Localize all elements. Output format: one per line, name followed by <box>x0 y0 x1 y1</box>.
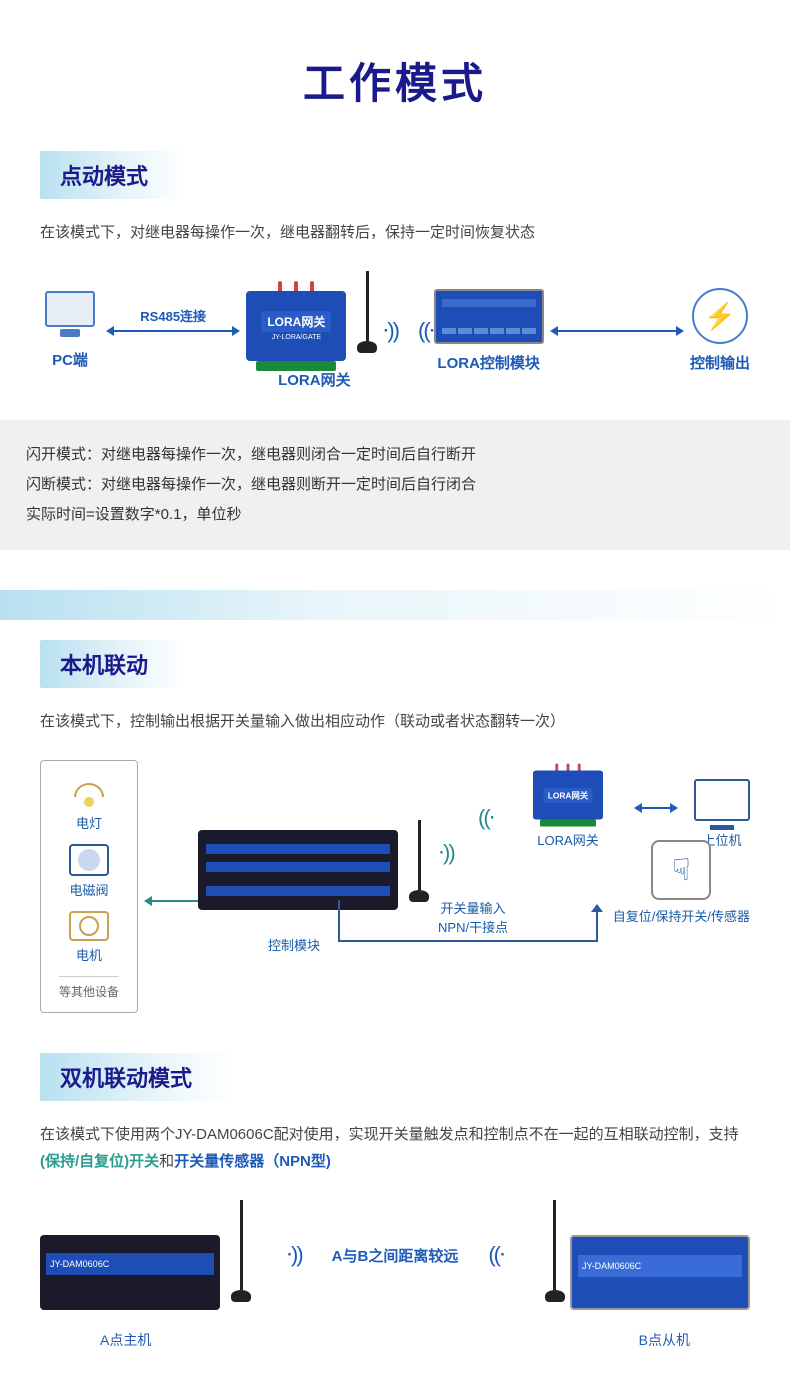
desc-mid: 和 <box>159 1153 174 1170</box>
page-container: 工作模式 点动模式 在该模式下，对继电器每操作一次，继电器翻转后，保持一定时间恢… <box>0 0 790 1380</box>
distance-label: A与B之间距离较远 <box>332 1245 459 1266</box>
control-module-label: LORA控制模块 <box>437 352 540 373</box>
section-jog-mode: 点动模式 在该模式下，对继电器每操作一次，继电器翻转后，保持一定时间恢复状态 P… <box>40 151 750 550</box>
page-title: 工作模式 <box>40 50 750 111</box>
node-gateway: LORA网关 JY-LORA/GATE LORA网关 <box>246 271 382 390</box>
section3-description: 在该模式下使用两个JY-DAM0606C配对使用，实现开关量触发点和控制点不在一… <box>40 1121 750 1175</box>
big-control-module-icon <box>198 830 398 910</box>
control-module-label2: 控制模块 <box>268 935 320 954</box>
info-line3: 实际时间=设置数字*0.1，单位秒 <box>26 500 764 530</box>
arrow-host <box>636 807 676 809</box>
control-module-icon <box>434 289 544 344</box>
diagram-jog-mode: PC端 RS485连接 LORA网关 JY-LORA/GATE LORA网关 <box>40 271 750 390</box>
arrow-output <box>552 330 682 332</box>
rs485-label: RS485连接 <box>140 306 206 325</box>
section2-description: 在该模式下，控制输出根据开关量输入做出相应动作（联动或者状态翻转一次） <box>40 708 750 735</box>
device-motor: 电机 <box>69 911 109 964</box>
section-local-linkage: 本机联动 在该模式下，控制输出根据开关量输入做出相应动作（联动或者状态翻转一次）… <box>40 640 750 1013</box>
wireless-icon: ((⋅ <box>478 805 494 831</box>
wireless-icon: ((⋅ <box>418 318 434 344</box>
valve-label: 电磁阀 <box>69 880 108 899</box>
gateway-box-text: LORA网关 <box>261 311 331 332</box>
npn-label: NPN/干接点 <box>438 917 508 936</box>
section1-description: 在该模式下，对继电器每操作一次，继电器翻转后，保持一定时间恢复状态 <box>40 219 750 246</box>
info-box: 闪开模式：对继电器每操作一次，继电器则闭合一定时间后自行断开 闪断模式：对继电器… <box>0 420 790 550</box>
device-stack: 电灯 电磁阀 电机 等其他设备 <box>40 760 138 1013</box>
switch-sensor: ☟ 自复位/保持开关/传感器 <box>613 840 750 925</box>
arrow-up-icon <box>591 904 603 912</box>
section3-header: 双机联动模式 <box>40 1053 232 1101</box>
device-valve: 电磁阀 <box>69 844 109 899</box>
gateway-box-text2: LORA网关 <box>544 788 593 803</box>
info-line2: 闪断模式：对继电器每操作一次，继电器则断开一定时间后自行闭合 <box>26 470 764 500</box>
host-b-label: B点从机 <box>639 1330 690 1350</box>
wireless-icon: ⋅)) <box>382 318 398 344</box>
motor-label: 电机 <box>76 945 102 964</box>
connector-line <box>338 940 598 942</box>
antenna-icon <box>540 1200 570 1310</box>
node-pc: PC端 <box>40 291 100 370</box>
lamp-label: 电灯 <box>76 813 102 832</box>
antenna-icon <box>226 1200 256 1310</box>
diagram-dual-linkage: JY-DAM0606C ⋅)) A与B之间距离较远 ((⋅ JY-DAM0606… <box>40 1200 750 1310</box>
module-a-icon: JY-DAM0606C <box>40 1235 220 1310</box>
arrow-rs485: RS485连接 <box>108 330 238 332</box>
motor-icon <box>69 911 109 941</box>
connector-line <box>338 900 340 940</box>
node-output: ⚡ 控制输出 <box>690 288 750 373</box>
dual-labels: A点主机 B点从机 <box>40 1330 750 1350</box>
gateway-icon: LORA网关 JY-LORA/GATE <box>246 291 346 361</box>
pc-icon <box>40 291 100 341</box>
wireless-icon: ((⋅ <box>488 1242 504 1268</box>
section2-header: 本机联动 <box>40 640 188 688</box>
module-b-icon: JY-DAM0606C <box>570 1235 750 1310</box>
switch-input-label: 开关量输入 <box>438 898 508 917</box>
desc-pre: 在该模式下使用两个JY-DAM0606C配对使用，实现开关量触发点和控制点不在一… <box>40 1126 739 1143</box>
pc-label: PC端 <box>52 349 88 370</box>
gateway-icon: LORA网关 <box>533 771 603 820</box>
device-other-label: 等其他设备 <box>59 976 119 1000</box>
sensor-label: 自复位/保持开关/传感器 <box>613 906 750 925</box>
wireless-icon: ⋅)) <box>286 1242 302 1268</box>
diagram-local-linkage: 电灯 电磁阀 电机 等其他设备 <box>40 760 750 1013</box>
arrow-devices <box>146 900 206 902</box>
section-dual-linkage: 双机联动模式 在该模式下使用两个JY-DAM0606C配对使用，实现开关量触发点… <box>40 1053 750 1350</box>
output-label: 控制输出 <box>690 352 750 373</box>
top-row: LORA网关 LORA网关 上位机 <box>518 760 750 849</box>
module-b-text: JY-DAM0606C <box>582 1261 641 1271</box>
info-line1: 闪开模式：对继电器每操作一次，继电器则闭合一定时间后自行断开 <box>26 440 764 470</box>
desc-blue: 开关量传感器（NPN型) <box>174 1153 331 1170</box>
node-control-module: LORA控制模块 <box>434 289 544 373</box>
wireless-icon: ⋅)) <box>438 840 454 866</box>
gateway-label: LORA网关 <box>278 369 351 390</box>
module-a-text: JY-DAM0606C <box>50 1259 109 1269</box>
host-icon <box>694 779 750 830</box>
desc-green: (保持/自复位)开关 <box>40 1153 159 1170</box>
antenna-icon <box>352 271 382 361</box>
power-icon: ⚡ <box>692 288 748 344</box>
valve-icon <box>69 844 109 876</box>
gateway-label2: LORA网关 <box>537 830 598 849</box>
device-lamp: 电灯 <box>71 773 107 832</box>
connector-line <box>596 910 598 942</box>
antenna-icon <box>404 820 434 910</box>
diagram2-right-area: 控制模块 ⋅)) ((⋅ LORA网关 LORA网关 <box>158 760 750 1013</box>
lamp-icon <box>71 773 107 809</box>
switch-icon: ☟ <box>651 840 711 900</box>
section1-header: 点动模式 <box>40 151 188 199</box>
host-a-label: A点主机 <box>100 1330 151 1350</box>
section-divider <box>0 590 790 620</box>
